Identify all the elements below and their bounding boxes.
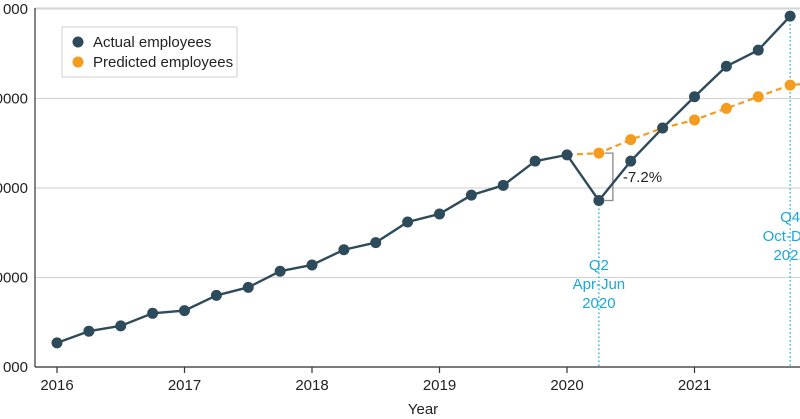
predicted-point	[752, 91, 764, 103]
q2-annotation-line: Apr-Jun	[573, 276, 626, 293]
bracket-annotation	[604, 152, 614, 202]
legend-box	[61, 26, 238, 78]
q4-annotation-line: 2021	[773, 247, 800, 264]
actual-point	[434, 208, 445, 220]
actual-point	[657, 122, 669, 134]
y-tick-label: 000	[3, 359, 28, 376]
actual-point	[115, 320, 127, 332]
actual-point	[625, 155, 637, 167]
y-tick-labels: 000000000000000000	[0, 1, 28, 376]
actual-point	[51, 337, 63, 349]
predicted-point	[784, 79, 796, 91]
actual-point	[529, 155, 541, 167]
q4-annotation-line: Oct-Dec	[763, 228, 800, 245]
x-axis: 2016 2017 2018 2019 2020 2021	[35, 366, 800, 394]
actual-point	[306, 259, 318, 271]
actual-point	[210, 289, 222, 301]
q2-annotation-line: 2020	[582, 295, 615, 312]
predicted-point	[625, 134, 637, 146]
actual-point	[720, 60, 732, 72]
vertical-guides	[598, 16, 791, 367]
actual-point	[179, 305, 190, 317]
legend-predicted-marker	[72, 56, 84, 68]
legend-predicted-label: Predicted employees	[93, 54, 233, 71]
predicted-point	[689, 114, 700, 126]
x-tick-label: 2018	[295, 377, 328, 394]
actual-point	[593, 195, 605, 207]
actual-point	[83, 325, 95, 337]
q4-annotation-line: Q4	[780, 209, 800, 226]
actual-point	[561, 149, 573, 161]
x-tick-label: 2021	[678, 377, 711, 394]
q2-annotation-line: Q2	[589, 257, 609, 274]
annotations: -7.2% Q2 Apr-Jun 2020 Q4 Oct-Dec 2021	[573, 169, 800, 312]
x-tick-label: 2017	[168, 377, 201, 394]
actual-point	[752, 44, 764, 56]
actual-point	[689, 91, 700, 103]
actual-point	[338, 244, 350, 256]
legend: Actual employees Predicted employees	[61, 26, 238, 78]
actual-point	[402, 216, 414, 228]
gap-label: -7.2%	[623, 169, 662, 186]
actual-point	[242, 281, 254, 293]
actual-point	[497, 179, 509, 191]
predicted-point	[593, 147, 605, 159]
actual-point	[274, 265, 286, 277]
actual-point	[370, 237, 382, 249]
x-axis-title: Year	[408, 401, 438, 418]
y-tick-label: 000	[3, 1, 28, 18]
gap-bracket	[604, 152, 614, 202]
predicted-point	[720, 102, 732, 114]
predicted-employees-line	[566, 83, 800, 156]
x-tick-label: 2019	[423, 377, 456, 394]
actual-point	[465, 189, 477, 201]
x-tick-label: 2020	[550, 377, 583, 394]
actual-point	[147, 307, 159, 319]
series-points	[51, 10, 796, 349]
legend-actual-label: Actual employees	[93, 34, 211, 51]
x-tick-label: 2016	[40, 377, 73, 394]
actual-point	[784, 10, 796, 22]
legend-actual-marker	[72, 36, 84, 48]
